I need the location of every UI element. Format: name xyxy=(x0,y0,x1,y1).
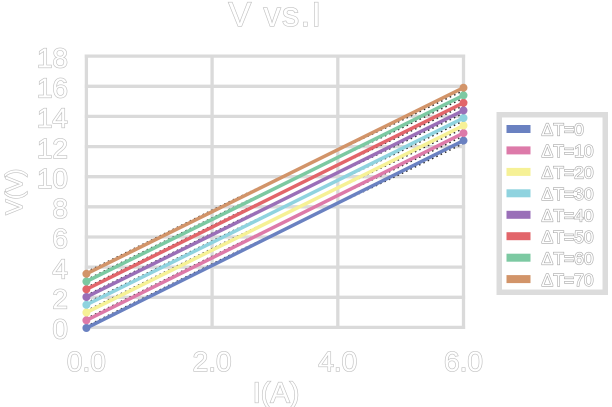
svg-text:I(A): I(A) xyxy=(253,378,300,407)
svg-text:8: 8 xyxy=(52,193,68,224)
svg-text:V vs.I: V vs.I xyxy=(228,0,322,34)
svg-text:ΔT=50: ΔT=50 xyxy=(542,227,594,247)
svg-text:ΔT=60: ΔT=60 xyxy=(542,248,594,268)
svg-text:4.0: 4.0 xyxy=(318,346,357,377)
svg-text:12: 12 xyxy=(37,133,68,164)
svg-text:4: 4 xyxy=(52,253,68,284)
svg-text:V(V): V(V) xyxy=(1,169,27,215)
svg-text:16: 16 xyxy=(37,73,68,104)
svg-text:2.0: 2.0 xyxy=(193,346,232,377)
svg-text:ΔT=0: ΔT=0 xyxy=(542,120,585,140)
svg-text:18: 18 xyxy=(37,42,68,73)
svg-text:0: 0 xyxy=(52,314,68,345)
svg-text:0.0: 0.0 xyxy=(67,346,106,377)
svg-text:6: 6 xyxy=(52,223,68,254)
svg-text:ΔT=20: ΔT=20 xyxy=(542,163,594,183)
svg-text:10: 10 xyxy=(37,163,68,194)
svg-text:ΔT=70: ΔT=70 xyxy=(542,270,594,290)
svg-text:2: 2 xyxy=(52,284,68,315)
svg-text:ΔT=10: ΔT=10 xyxy=(542,141,594,161)
svg-text:6.0: 6.0 xyxy=(444,346,483,377)
svg-text:ΔT=40: ΔT=40 xyxy=(542,205,594,225)
svg-text:14: 14 xyxy=(37,103,68,134)
svg-text:ΔT=30: ΔT=30 xyxy=(542,184,594,204)
